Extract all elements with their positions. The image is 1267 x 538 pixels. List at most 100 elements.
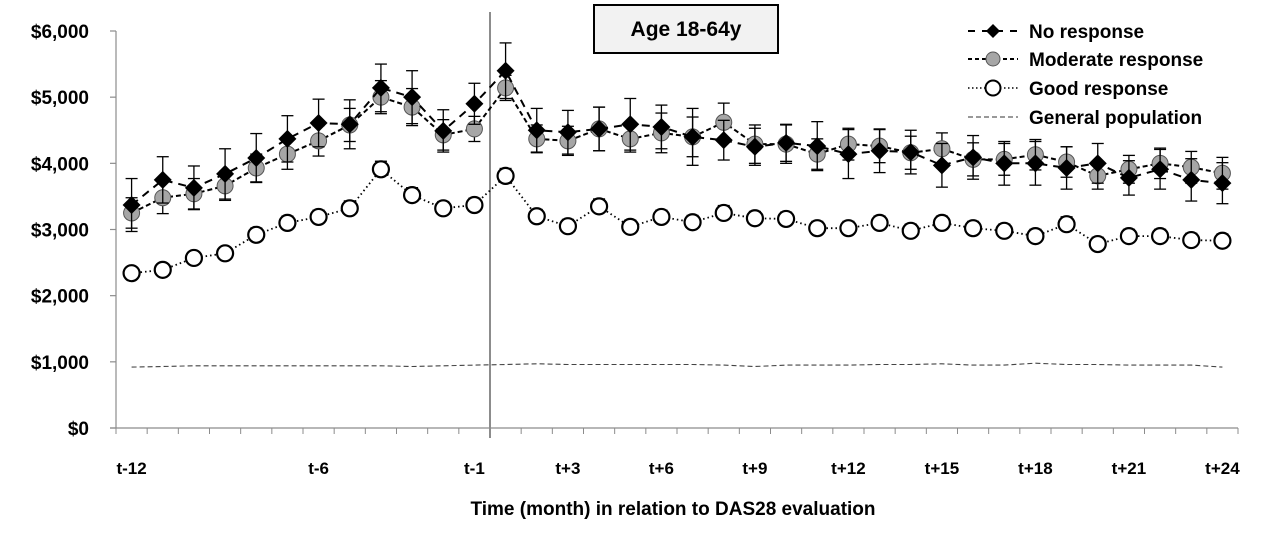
data-point-diamond <box>309 113 328 132</box>
data-point-diamond <box>870 141 889 160</box>
legend-item-general-population: General population <box>968 108 1202 129</box>
legend-item-good-response: Good response <box>968 79 1168 100</box>
data-point-open-circle <box>621 217 640 236</box>
data-point-open-circle <box>1119 227 1139 246</box>
data-point-open-circle <box>1088 234 1107 254</box>
data-point-diamond <box>558 123 577 142</box>
y-tick-label: $4,000 <box>31 154 89 175</box>
data-point-open-circle <box>901 221 920 240</box>
data-point-open-circle <box>995 221 1014 240</box>
series-layer <box>122 42 1232 368</box>
y-tick-label: $2,000 <box>31 287 89 308</box>
data-point-open-circle <box>215 244 235 263</box>
data-point-open-circle <box>652 207 671 227</box>
data-point-diamond <box>1057 158 1076 177</box>
x-ticks: t-12 t-6 t-1 t+3 t+6 t+9 t+12 t+15 t+18 t+21 t+24 <box>115 428 1240 478</box>
data-point-diamond <box>1213 174 1232 193</box>
data-point-diamond <box>1119 168 1138 187</box>
data-point-diamond <box>652 117 671 136</box>
data-point-diamond <box>434 121 453 140</box>
legend-label-good-response: Good response <box>1029 79 1168 100</box>
x-tick-label: t+24 <box>1205 459 1240 478</box>
x-tick-label: t+9 <box>742 459 767 478</box>
data-point-open-circle <box>870 213 889 232</box>
data-point-diamond <box>496 61 515 80</box>
data-point-open-circle <box>122 264 141 283</box>
legend-label-moderate-response: Moderate response <box>1029 50 1203 71</box>
diamond-marker-icon <box>986 24 1000 38</box>
x-tick-label: t-1 <box>464 459 485 478</box>
series-general-population <box>131 362 1223 368</box>
data-point-diamond <box>340 115 359 134</box>
data-point-open-circle <box>371 160 391 179</box>
title-box-frame <box>593 4 779 54</box>
data-point-open-circle <box>247 225 266 244</box>
legend-label-no-response: No response <box>1029 22 1144 43</box>
y-ticks: $0 $1,000 $2,000 $3,000 $4,000 $5,000 $6,000 <box>31 22 116 440</box>
x-tick-label: t+21 <box>1112 459 1147 478</box>
legend: No response Moderate response Good respo… <box>968 22 1203 129</box>
data-point-diamond <box>184 178 203 197</box>
y-tick-label: $5,000 <box>31 88 89 109</box>
data-point-open-circle <box>776 209 796 229</box>
x-tick-label: t+12 <box>831 459 866 478</box>
data-point-open-circle <box>745 209 765 228</box>
y-tick-label: $1,000 <box>31 353 89 374</box>
series-line <box>131 362 1223 368</box>
data-point-open-circle <box>278 213 297 232</box>
series-good-response <box>122 160 1232 283</box>
data-point-open-circle <box>558 217 578 236</box>
data-point-diamond <box>590 119 609 138</box>
data-point-open-circle <box>527 207 546 226</box>
series-line <box>131 168 1223 275</box>
data-point-diamond <box>247 149 266 168</box>
data-point-open-circle <box>963 219 983 238</box>
data-point-diamond <box>1088 154 1107 173</box>
data-point-open-circle <box>184 248 204 268</box>
data-point-diamond <box>964 148 983 167</box>
data-point-diamond <box>932 156 951 175</box>
data-point-open-circle <box>932 213 952 232</box>
data-point-open-circle <box>465 195 484 215</box>
data-point-diamond <box>901 143 920 162</box>
data-point-open-circle <box>496 166 515 186</box>
legend-item-no-response: No response <box>968 22 1144 43</box>
data-point-open-circle <box>434 199 453 218</box>
series-no-response <box>122 42 1232 233</box>
series-line <box>131 86 1223 214</box>
data-point-diamond <box>527 121 546 140</box>
legend-item-moderate-response: Moderate response <box>968 50 1203 71</box>
axes: $0 $1,000 $2,000 $3,000 $4,000 $5,000 $6,000 t… <box>31 12 1240 478</box>
data-point-diamond <box>621 115 640 134</box>
data-point-open-circle <box>839 219 858 238</box>
gray-circle-marker-icon <box>985 51 1001 67</box>
data-point-diamond <box>403 88 422 107</box>
data-point-open-circle <box>683 213 702 232</box>
x-tick-label: t+18 <box>1018 459 1053 478</box>
y-tick-label: $6,000 <box>31 22 89 43</box>
data-point-open-circle <box>808 219 827 238</box>
data-point-open-circle <box>1150 227 1170 246</box>
x-tick-label: t+15 <box>925 459 960 478</box>
data-point-open-circle <box>1057 215 1076 234</box>
legend-label-general-population: General population <box>1029 108 1202 129</box>
x-tick-label: t-12 <box>116 459 146 478</box>
open-circle-marker-icon <box>984 79 1002 97</box>
data-point-open-circle <box>1182 230 1201 250</box>
data-point-diamond <box>995 154 1014 173</box>
title-box: Age 18-64y <box>593 4 779 54</box>
data-point-diamond <box>683 127 702 146</box>
data-point-diamond <box>839 145 858 164</box>
x-tick-label: t-6 <box>308 459 329 478</box>
data-point-open-circle <box>1213 231 1232 250</box>
data-point-diamond <box>714 131 733 150</box>
data-point-diamond <box>216 164 235 183</box>
data-point-open-circle <box>153 260 172 279</box>
y-tick-label: $0 <box>68 419 89 440</box>
data-point-diamond <box>278 129 297 148</box>
x-axis-title: Time (month) in relation to DAS28 evalua… <box>470 499 875 520</box>
data-point-diamond <box>371 78 390 97</box>
data-point-diamond <box>808 137 827 156</box>
data-point-diamond <box>122 196 141 215</box>
